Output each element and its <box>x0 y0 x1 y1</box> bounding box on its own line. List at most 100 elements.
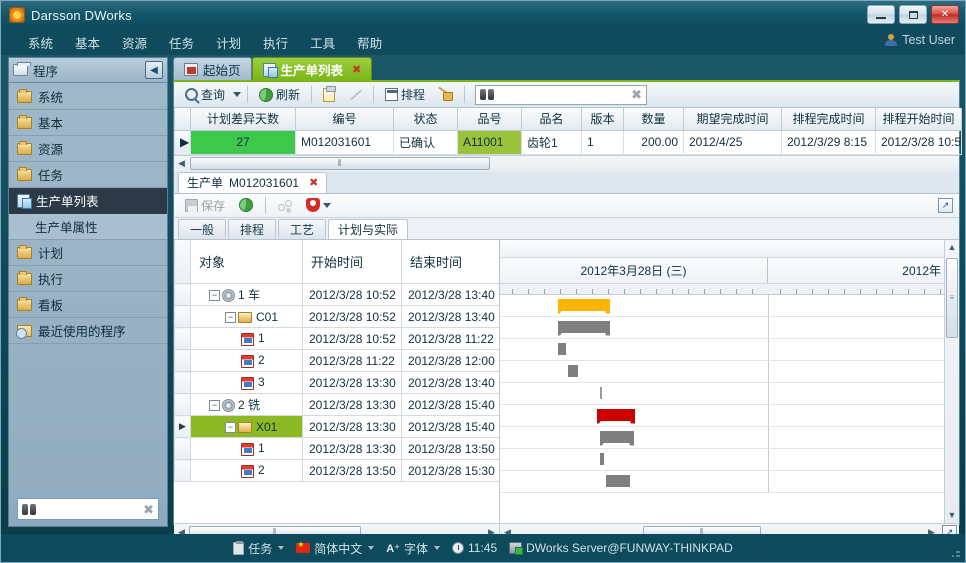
expander-icon[interactable]: − <box>225 421 236 433</box>
maximize-button[interactable] <box>899 5 927 24</box>
menu-item-help[interactable]: 帮助 <box>357 36 383 51</box>
edit-button[interactable] <box>343 86 367 104</box>
table-row[interactable]: ▶ 27 M012031601 已确认 A11001 齿轮1 1 200.00 … <box>174 129 962 155</box>
scroll-left-icon[interactable]: ◀ <box>504 527 511 537</box>
tree-row[interactable]: 2 2012/3/28 11:22 2012/3/28 12:00 <box>174 349 499 372</box>
gantt-row[interactable] <box>500 470 959 493</box>
col-item-no[interactable]: 品号 <box>457 108 522 131</box>
chevron-down-icon[interactable] <box>434 546 440 550</box>
scroll-right-icon[interactable]: ▶ <box>488 527 495 537</box>
query-button[interactable]: 查询 <box>180 84 230 105</box>
status-font[interactable]: A⁺ 字体 <box>382 540 444 557</box>
tree-row[interactable]: 2 2012/3/28 13:50 2012/3/28 15:30 <box>174 459 499 482</box>
chevron-down-icon[interactable] <box>278 546 285 550</box>
tree-col-object[interactable]: 对象 <box>190 239 303 284</box>
sidebar-item-production-order-list[interactable]: 生产单列表 <box>9 188 167 214</box>
clear-button[interactable] <box>433 86 458 103</box>
new-button[interactable] <box>318 85 340 104</box>
menu-item-task[interactable]: 任务 <box>169 36 195 51</box>
menu-item-execute[interactable]: 执行 <box>263 36 289 51</box>
grid-horizontal-scrollbar[interactable]: ◀ ⦀ <box>174 154 959 172</box>
gantt-row[interactable] <box>500 404 959 427</box>
scroll-thumb[interactable]: ≡ <box>946 257 958 338</box>
tab-schedule[interactable]: 排程 <box>228 218 276 239</box>
sidebar-search-box[interactable]: ✖ <box>17 498 159 520</box>
refresh-button[interactable]: 刷新 <box>254 84 305 105</box>
tree-row[interactable]: 3 2012/3/28 13:30 2012/3/28 13:40 <box>174 371 499 394</box>
sidebar-item-kanban[interactable]: 看板 <box>9 292 167 318</box>
detail-refresh-button[interactable] <box>234 196 258 214</box>
expander-icon[interactable]: − <box>209 400 220 412</box>
resize-grip[interactable] <box>951 548 961 558</box>
col-plan-diff-days[interactable]: 计划差异天数 <box>190 108 296 131</box>
gantt-bar-8[interactable] <box>600 452 604 465</box>
gantt-bar-6[interactable] <box>597 408 635 421</box>
menu-item-system[interactable]: 系统 <box>28 36 54 51</box>
gantt-row[interactable] <box>500 382 959 405</box>
scroll-thumb[interactable]: ⦀ <box>190 157 490 170</box>
scroll-left-icon[interactable]: ◀ <box>178 527 185 537</box>
tree-col-end[interactable]: 结束时间 <box>401 239 499 284</box>
status-language[interactable]: 简体中文 <box>292 540 378 557</box>
menu-item-resource[interactable]: 资源 <box>122 36 148 51</box>
clear-icon[interactable]: ✖ <box>143 501 154 517</box>
gantt-row[interactable] <box>500 338 959 361</box>
tab-general[interactable]: 一般 <box>178 218 226 239</box>
gantt-bar-9[interactable] <box>606 474 630 487</box>
gantt-bar-2[interactable] <box>558 320 610 333</box>
sidebar-item-execute[interactable]: 执行 <box>9 266 167 292</box>
expander-icon[interactable]: − <box>225 311 236 323</box>
query-dropdown-icon[interactable] <box>233 92 242 97</box>
expand-button[interactable]: ↗ <box>938 197 953 213</box>
scroll-right-icon[interactable]: ▶ <box>928 527 935 537</box>
expander-icon[interactable]: − <box>209 290 220 302</box>
menu-item-tools[interactable]: 工具 <box>310 36 336 51</box>
tree-col-start[interactable]: 开始时间 <box>302 239 402 284</box>
structure-button[interactable] <box>273 197 297 214</box>
sidebar-item-plan[interactable]: 计划 <box>9 240 167 266</box>
gantt-bar-3[interactable] <box>558 342 566 355</box>
close-button[interactable]: ✕ <box>931 5 959 24</box>
clear-icon[interactable]: ✖ <box>631 87 643 102</box>
gantt-bar-5[interactable] <box>600 386 602 399</box>
menu-item-plan[interactable]: 计划 <box>216 36 242 51</box>
status-task[interactable]: 任务 <box>229 540 288 557</box>
sidebar-item-production-order-properties[interactable]: 生产单属性 <box>9 214 167 240</box>
tree-row[interactable]: 1 2012/3/28 10:52 2012/3/28 11:22 <box>174 327 499 350</box>
tab-process[interactable]: 工艺 <box>278 218 326 239</box>
scroll-down-icon[interactable]: ▼ <box>947 510 957 520</box>
schedule-button[interactable]: 排程 <box>380 84 430 105</box>
gantt-row[interactable] <box>500 426 959 449</box>
scroll-up-icon[interactable]: ▲ <box>947 242 957 252</box>
col-expected-finish[interactable]: 期望完成时间 <box>683 108 782 131</box>
col-scheduled-start[interactable]: 排程开始时间 <box>875 108 962 131</box>
gantt-row[interactable] <box>500 360 959 383</box>
detail-tab-production-order[interactable]: 生产单 M012031601 ✖ <box>178 171 328 193</box>
col-quantity[interactable]: 数量 <box>623 108 684 131</box>
status-button[interactable] <box>301 196 336 214</box>
sidebar-item-recent-programs[interactable]: 最近使用的程序 <box>9 318 167 344</box>
sidebar-collapse-button[interactable]: ◀ <box>145 61 163 79</box>
current-user[interactable]: Test User <box>885 33 955 47</box>
gantt-bar-4[interactable] <box>568 364 578 377</box>
chevron-down-icon[interactable] <box>368 546 375 550</box>
tree-row-selected[interactable]: ▶ − X01 2012/3/28 13:30 2012/3/28 15:40 <box>174 415 499 438</box>
chevron-down-icon[interactable] <box>323 202 332 208</box>
sidebar-item-system[interactable]: 系统 <box>9 84 167 110</box>
grid-search-box[interactable]: ✖ <box>475 84 648 105</box>
col-version[interactable]: 版本 <box>581 108 624 131</box>
menu-item-basic[interactable]: 基本 <box>75 36 101 51</box>
tab-start-page[interactable]: 起始页 <box>173 57 252 81</box>
gantt-bar-1[interactable] <box>558 298 610 311</box>
gantt-vertical-scrollbar[interactable]: ▲ ≡ ▼ <box>944 239 959 523</box>
gantt-row[interactable] <box>500 316 959 339</box>
minimize-button[interactable] <box>867 5 895 24</box>
tab-production-order-list[interactable]: 生产单列表 ✖ <box>251 57 373 81</box>
sidebar-item-basic[interactable]: 基本 <box>9 110 167 136</box>
tab-close-icon[interactable]: ✖ <box>352 64 362 76</box>
tree-row[interactable]: 1 2012/3/28 13:30 2012/3/28 13:50 <box>174 437 499 460</box>
col-status[interactable]: 状态 <box>393 108 458 131</box>
detail-tab-close-icon[interactable]: ✖ <box>309 177 319 189</box>
tree-row[interactable]: − C01 2012/3/28 10:52 2012/3/28 13:40 <box>174 305 499 328</box>
tree-row[interactable]: − 2 铣 2012/3/28 13:30 2012/3/28 15:40 <box>174 393 499 416</box>
